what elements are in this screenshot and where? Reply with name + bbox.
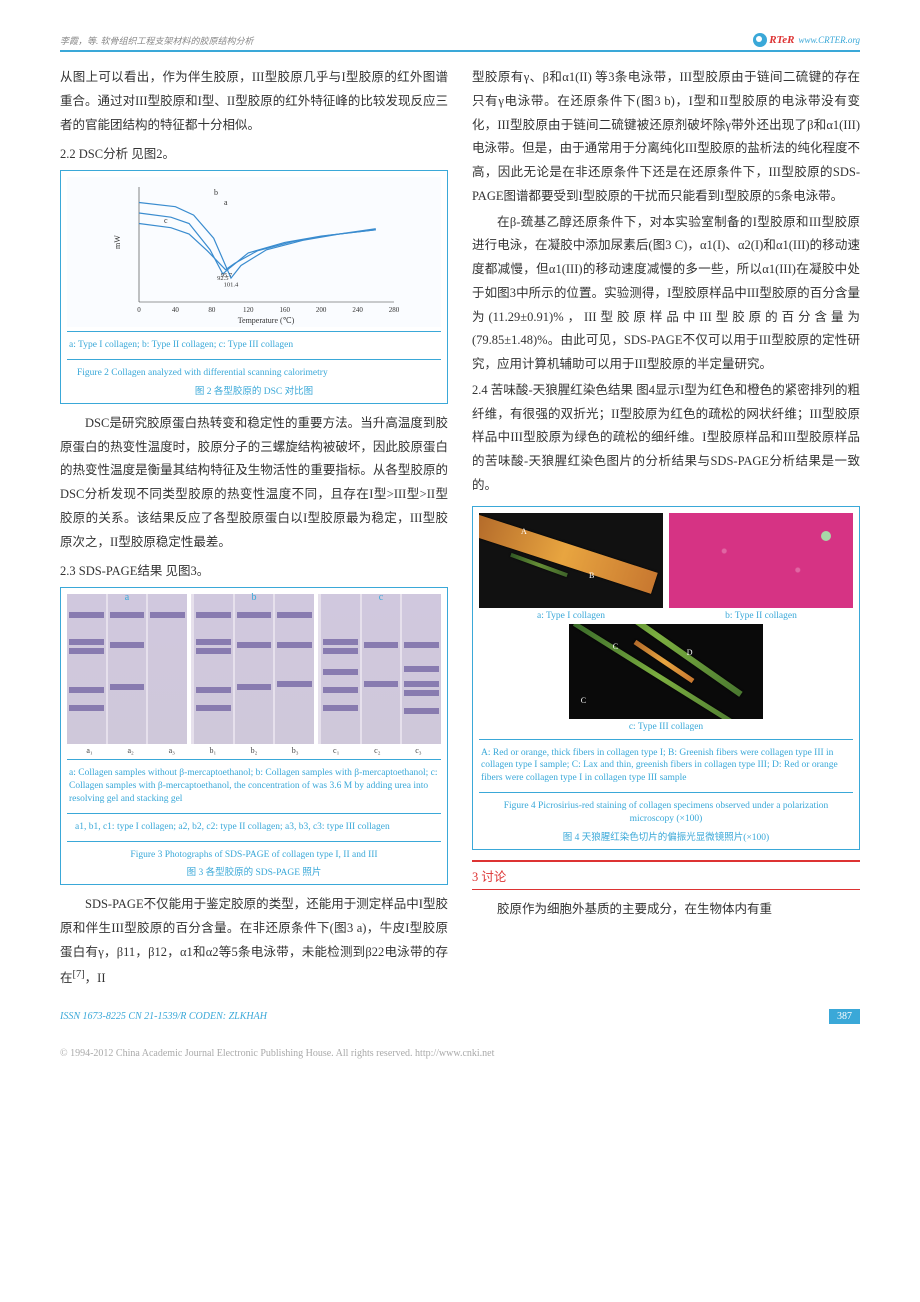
paragraph: 胶原作为细胞外基质的主要成分，在生物体内有重: [472, 898, 860, 922]
page-number: 387: [829, 1009, 860, 1024]
svg-text:0: 0: [137, 306, 141, 314]
svg-text:a: a: [224, 198, 228, 207]
fig2-caption-en: Figure 2 Collagen analyzed with differen…: [67, 364, 441, 383]
svg-text:280: 280: [389, 306, 400, 314]
paragraph: 从图上可以看出，作为伴生胶原，III型胶原几乎与I型胶原的红外图谱重合。通过对I…: [60, 66, 448, 137]
fig4-label-a: a: Type I collagen: [479, 608, 663, 624]
svg-text:120: 120: [243, 306, 254, 314]
svg-text:101.4: 101.4: [224, 282, 239, 289]
copyright-line: © 1994-2012 China Academic Journal Elect…: [0, 1048, 920, 1059]
micro-type3: C D C: [569, 624, 763, 719]
section-heading: 2.3 SDS-PAGE结果 见图3。: [60, 560, 448, 579]
figure-3: abc a₁a₂a₃b₁b₂b₃c₁c₂c₃ a: Collagen sampl…: [60, 587, 448, 885]
micro-row-top: A B a: Type I collagen b: Type II collag…: [479, 513, 853, 624]
svg-text:200: 200: [316, 306, 327, 314]
sds-page-gel: abc: [67, 594, 441, 744]
text-block: 在β-巯基乙醇还原条件下，对本实验室制备的I型胶原和III型胶原进行电泳，在凝胶…: [472, 211, 860, 377]
text-block: 型胶原有γ、β和α1(II) 等3条电泳带，III型胶原由于链间二硫键的存在只有…: [472, 66, 860, 209]
site-url: www.CRTER.org: [798, 35, 860, 45]
paragraph: 型胶原有γ、β和α1(II) 等3条电泳带，III型胶原由于链间二硫键的存在只有…: [472, 66, 860, 377]
fig3-note2: a1, b1, c1: type I collagen; a2, b2, c2:…: [67, 818, 441, 837]
figure-4: A B a: Type I collagen b: Type II collag…: [472, 506, 860, 850]
text-block: 2.4 苦味酸-天狼腥红染色结果 图4显示I型为红色和橙色的紧密排列的粗纤维，有…: [472, 379, 860, 498]
figure-2: mW 04080120160200240280 92.5101.495.7 b …: [60, 170, 448, 404]
svg-text:160: 160: [279, 306, 290, 314]
fig2-caption-cn: 图 2 各型胶原的 DSC 对比图: [67, 383, 441, 397]
section-heading: 2.2 DSC分析 见图2。: [60, 143, 448, 162]
header-right: RTeR www.CRTER.org: [753, 33, 860, 47]
footer: ISSN 1673-8225 CN 21-1539/R CODEN: ZLKHA…: [60, 1009, 860, 1024]
fig4-label-c: c: Type III collagen: [569, 719, 763, 735]
fig4-caption-cn: 图 4 天狼腥红染色切片的偏振光显微镜照片(×100): [479, 829, 853, 843]
fig4-note: A: Red or orange, thick fibers in collag…: [479, 744, 853, 788]
paragraph: DSC是研究胶原蛋白热转变和稳定性的重要方法。当升高温度到胶原蛋白的热变性温度时…: [60, 412, 448, 555]
svg-text:40: 40: [172, 306, 180, 314]
fig2-legend: a: Type I collagen; b: Type II collagen;…: [67, 336, 441, 355]
section-2-4: 2.4 苦味酸-天狼腥红染色结果 图4显示I型为红色和橙色的紧密排列的粗纤维，有…: [472, 379, 860, 498]
fig4-label-b: b: Type II collagen: [669, 608, 853, 624]
header-author-title: 李霞，等. 软骨组织工程支架材料的胶原结构分析: [60, 34, 254, 47]
header-bar: 李霞，等. 软骨组织工程支架材料的胶原结构分析 RTeR www.CRTER.o…: [60, 30, 860, 52]
svg-text:95.7: 95.7: [221, 272, 233, 279]
micro-type1: A B: [479, 513, 663, 608]
svg-text:240: 240: [352, 306, 363, 314]
page-root: 李霞，等. 软骨组织工程支架材料的胶原结构分析 RTeR www.CRTER.o…: [0, 0, 920, 1044]
text-block: SDS-PAGE不仅能用于鉴定胶原的类型，还能用于测定样品中I型胶原和伴生III…: [60, 893, 448, 990]
fig3-note: a: Collagen samples without β-mercaptoet…: [67, 764, 441, 808]
svg-text:80: 80: [208, 306, 216, 314]
reference-sup: [7]: [73, 969, 85, 980]
text-block: DSC是研究胶原蛋白热转变和稳定性的重要方法。当升高温度到胶原蛋白的热变性温度时…: [60, 412, 448, 555]
text-block: 从图上可以看出，作为伴生胶原，III型胶原几乎与I型胶原的红外图谱重合。通过对I…: [60, 66, 448, 137]
fig3-caption-cn: 图 3 各型胶原的 SDS-PAGE 照片: [67, 864, 441, 878]
paragraph: SDS-PAGE不仅能用于鉴定胶原的类型，还能用于测定样品中I型胶原和伴生III…: [60, 893, 448, 990]
fig3-caption-en: Figure 3 Photographs of SDS-PAGE of coll…: [67, 846, 441, 865]
text-block: 胶原作为细胞外基质的主要成分，在生物体内有重: [472, 898, 860, 922]
right-column: 型胶原有γ、β和α1(II) 等3条电泳带，III型胶原由于链间二硫键的存在只有…: [472, 66, 860, 993]
fig4-caption-en: Figure 4 Picrosirius-red staining of col…: [479, 797, 853, 829]
svg-text:c: c: [164, 216, 168, 225]
xlabel: Temperature (℃): [238, 316, 295, 325]
discussion-heading: 3 讨论: [472, 860, 860, 890]
svg-text:b: b: [214, 188, 218, 197]
issn-block: ISSN 1673-8225 CN 21-1539/R CODEN: ZLKHA…: [60, 1011, 267, 1022]
dsc-chart: mW 04080120160200240280 92.5101.495.7 b …: [67, 177, 441, 327]
two-column-layout: 从图上可以看出，作为伴生胶原，III型胶原几乎与I型胶原的红外图谱重合。通过对I…: [60, 66, 860, 993]
micro-type2: [669, 513, 853, 608]
journal-logo: RTeR: [753, 33, 794, 47]
ylabel: mW: [113, 235, 122, 249]
left-column: 从图上可以看出，作为伴生胶原，III型胶原几乎与I型胶原的红外图谱重合。通过对I…: [60, 66, 448, 993]
